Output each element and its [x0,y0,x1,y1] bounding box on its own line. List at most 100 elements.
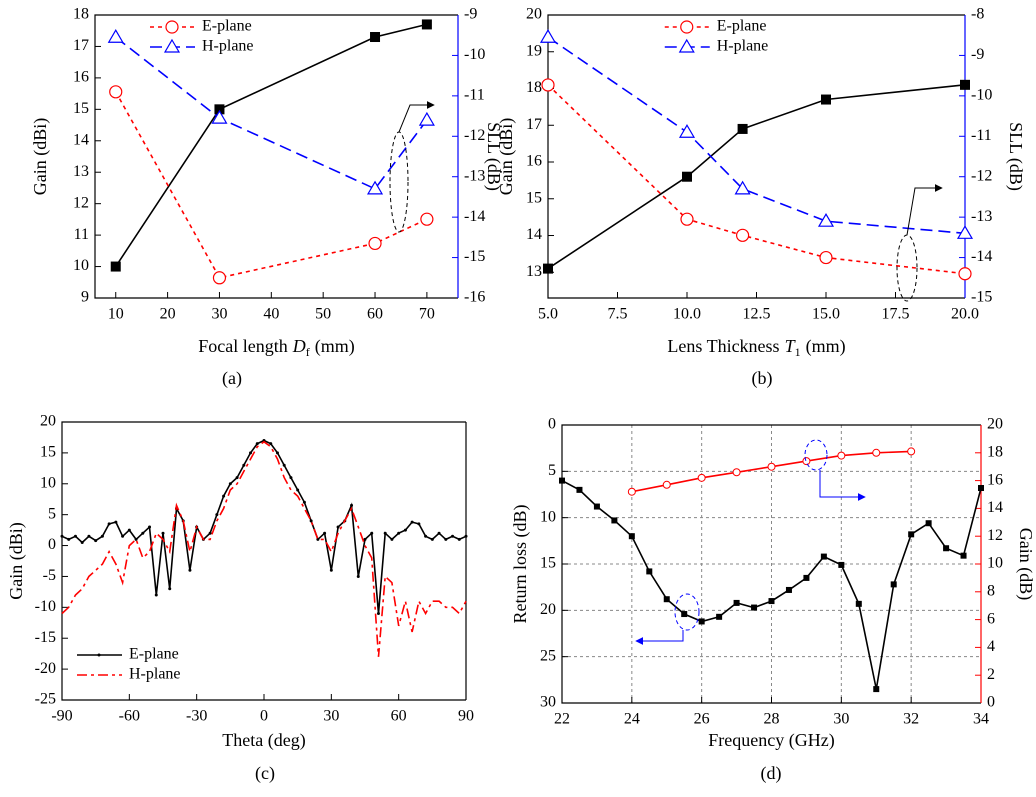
y2-tick-label: 20 [987,416,1003,433]
marker [662,480,671,489]
marker [121,534,125,538]
marker [397,531,401,535]
y2-tick-label: 10 [987,555,1003,572]
marker [821,94,831,105]
marker [646,568,653,575]
x-tick-label: 10.0 [673,306,701,323]
y-tick-label: 14 [526,226,542,243]
marker [767,462,776,471]
marker [114,520,118,524]
y-tick-label: 10 [73,257,89,274]
marker [80,540,84,544]
x-tick-label: 7.5 [608,306,628,323]
x-tick-label: 5.0 [538,306,558,323]
marker [680,20,694,34]
marker [908,531,915,538]
y2-tick-label: -13 [971,208,992,225]
marker [134,537,138,541]
marker [541,78,555,92]
x-axis-label: Frequency (GHz) [708,730,834,751]
y2-axis-label: Gain (dB) [1015,528,1036,600]
marker [734,180,751,195]
legend-label: E-plane [717,18,767,35]
marker [838,561,845,568]
y-tick-label: 17 [526,116,542,133]
marker [154,593,158,597]
marker [110,261,121,272]
marker [262,439,266,443]
y2-tick-label: -10 [971,87,992,104]
arrow [819,470,866,501]
y-tick-label: 16 [73,69,89,86]
marker [366,180,384,195]
series-line [115,23,428,268]
marker [403,528,407,532]
x-axis-label-text: Focal length [198,336,287,356]
marker [212,271,227,285]
marker [109,85,123,99]
y-axis-label: Gain (dBi) [30,118,51,195]
marker [242,463,246,467]
x-tick-label: 70 [419,306,435,323]
y-tick-label: 10 [40,474,56,491]
y-tick-label: 0 [48,536,56,553]
marker [716,613,723,620]
marker [539,29,557,43]
marker [925,520,932,527]
y2-tick-label: -15 [971,289,992,306]
marker [576,486,583,493]
y-tick-label: 14 [73,131,89,148]
legend: E-plane H-plane [150,18,254,55]
y-tick-label: 5 [548,462,556,479]
y-tick-label: 0 [548,416,556,433]
marker [697,473,706,482]
ellipse [674,593,700,631]
x-axis-label: Lens Thickness T1 (mm) [667,336,845,359]
x-axis-label: Focal length Df (mm) [198,336,354,359]
series-line [115,91,428,279]
marker [235,476,239,480]
marker [733,599,740,606]
y-tick-label: 13 [73,163,89,180]
series-line [61,440,467,657]
x-axis-label-symbol: D [292,336,306,356]
y2-tick-label: -12 [971,167,992,184]
axis-frame [61,421,466,701]
y2-tick-label: -12 [464,127,485,144]
x-tick-label: 34 [973,711,989,728]
marker [282,463,286,467]
x-tick-label: 40 [263,306,279,323]
marker [737,123,748,134]
panel: -90 -60 -30 0 30 60 90 -25 -20 -15 -10 -5 0 5 10 15 20 E-… [6,413,474,784]
marker [107,29,124,43]
marker [336,525,340,529]
x-tick-label: 15.0 [812,306,840,323]
y-tick-label: 20 [40,413,56,430]
y-tick-label: 12 [73,194,89,211]
marker [559,477,565,484]
y-tick-label: 19 [526,42,542,59]
legend-label: E-plane [129,646,179,663]
marker [420,212,434,226]
marker [735,228,750,242]
y-tick-label: 16 [526,153,542,170]
marker [678,38,695,53]
x-axis-label-unit: (mm) [806,336,846,357]
marker [211,109,228,124]
marker [161,531,165,535]
x-axis-label-unit: (mm) [315,336,355,357]
y-tick-label: -15 [35,629,56,646]
marker [890,581,897,588]
marker [785,586,792,593]
marker [60,534,64,538]
x-tick-label: 28 [764,711,780,728]
marker [680,212,694,226]
x-tick-label: 50 [315,306,331,323]
y2-tick-label: 14 [987,499,1003,516]
marker [627,487,636,496]
marker [363,537,367,541]
x-tick-label: 20.0 [951,306,979,323]
marker [383,531,387,535]
